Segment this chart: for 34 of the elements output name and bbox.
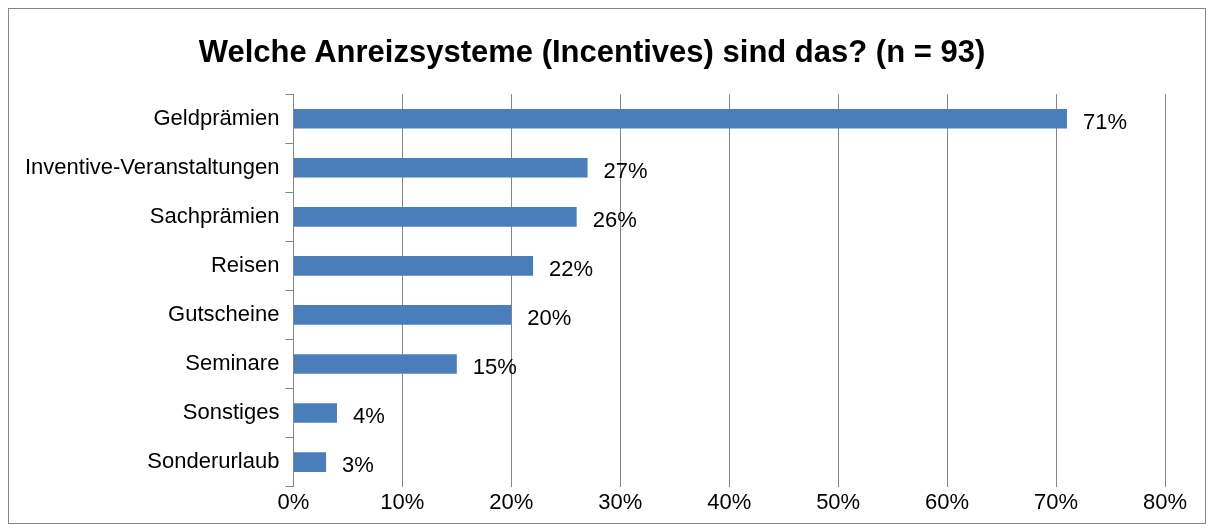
bar <box>293 305 512 325</box>
x-tick-label: 60% <box>925 488 970 514</box>
x-tick-label: 80% <box>1142 488 1188 514</box>
x-tick-label: 10% <box>380 488 425 514</box>
y-tick-label: Sonderurlaub <box>147 448 280 474</box>
data-label: 15% <box>472 354 517 380</box>
chart-title: Welche Anreizsysteme (Incentives) sind das? (n = 93) <box>198 34 986 70</box>
data-label: 20% <box>527 304 572 330</box>
data-label: 3% <box>342 452 374 478</box>
x-tick-label: 50% <box>816 488 861 514</box>
y-tick-label: Sonstiges <box>182 399 280 425</box>
y-tick-label: Reisen <box>210 251 280 277</box>
bar <box>293 354 457 374</box>
y-tick-label: Seminare <box>185 350 280 376</box>
x-tick-label: 0% <box>277 488 310 514</box>
bar <box>293 256 534 276</box>
x-tick-label: 30% <box>598 488 643 514</box>
y-tick-label: Geldprämien <box>153 104 280 130</box>
data-label: 22% <box>549 255 594 281</box>
data-label: 27% <box>603 157 648 183</box>
x-tick-label: 40% <box>707 488 752 514</box>
x-tick-label: 20% <box>489 488 534 514</box>
data-label: 71% <box>1082 108 1127 134</box>
y-tick-label: Inventive-Veranstaltungen <box>24 153 280 179</box>
data-label: 26% <box>592 206 637 232</box>
bar <box>293 403 337 423</box>
y-tick-label: Gutscheine <box>168 300 280 326</box>
data-label: 4% <box>352 403 385 429</box>
y-tick-label: Sachprämien <box>149 202 280 228</box>
bar <box>293 108 1067 129</box>
bar <box>293 452 327 472</box>
bar <box>293 207 577 227</box>
x-tick-label: 70% <box>1034 488 1079 514</box>
bar <box>293 157 588 178</box>
